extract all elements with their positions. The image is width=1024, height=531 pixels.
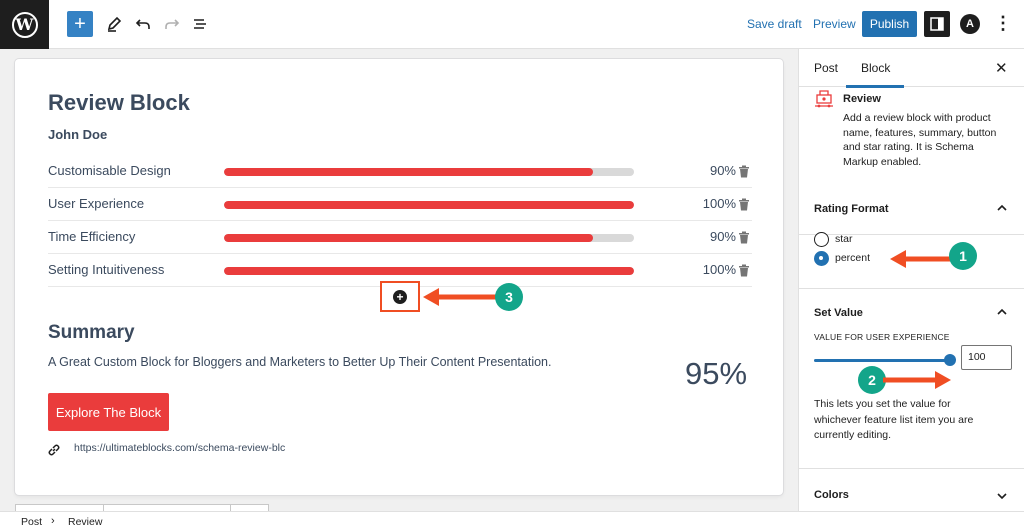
panel-title[interactable]: Set Value [814,307,863,319]
review-block-icon [815,90,833,108]
radio-percent[interactable] [814,251,829,266]
feature-row[interactable]: Time Efficiency 90% [48,221,752,254]
feature-bar [224,234,634,242]
trash-icon[interactable] [738,231,750,244]
panel-title[interactable]: Colors [814,489,849,501]
breadcrumb-post[interactable]: Post [21,516,43,528]
value-slider-track[interactable] [814,359,948,362]
panel-title[interactable]: Rating Format [814,203,889,215]
settings-panel-icon [930,17,944,31]
block-breadcrumb: Post › Review [0,511,1024,531]
trash-icon[interactable] [738,264,750,277]
settings-panel-button[interactable] [924,11,950,37]
add-feature-button[interactable]: + [380,281,420,312]
feature-row[interactable]: Setting Intuitiveness 100% [48,254,752,287]
feature-name[interactable]: Setting Intuitiveness [48,262,165,277]
feature-row[interactable]: User Experience 100% [48,188,752,221]
feature-value[interactable]: 100% [702,262,736,277]
feature-bar-fill [224,234,593,242]
trash-icon[interactable] [738,165,750,178]
annotation-badge-3: 3 [495,283,523,311]
feature-value[interactable]: 90% [709,163,736,178]
summary-title[interactable]: Summary [48,322,135,343]
value-help-text: This lets you set the value for whicheve… [814,398,974,441]
block-card: Review Add a review block with product n… [799,87,1024,235]
block-settings-sidebar: Post Block ✕ Review Add a review block w… [798,49,1024,511]
more-vertical-icon[interactable]: ⋮ [994,13,1012,33]
total-score: 95% [685,356,748,391]
rating-format-panel: Rating Format star percent [799,185,1024,289]
review-author[interactable]: John Doe [48,127,108,142]
editor-canvas: Review Block John Doe Customisable Desig… [0,49,798,511]
cta-url[interactable]: https://ultimateblocks.com/schema-review… [74,442,286,454]
radio-label-percent[interactable]: percent [835,252,871,264]
breadcrumb-review[interactable]: Review [68,516,103,528]
feature-bar-fill [224,267,634,275]
wordpress-logo-icon: W [11,11,38,38]
next-block-toolbar [15,504,269,511]
feature-bar [224,201,634,209]
review-title[interactable]: Review Block [48,90,190,115]
block-description: Add a review block with product name, fe… [843,112,997,168]
redo-icon[interactable] [160,12,184,36]
preview-button[interactable]: Preview [813,17,856,31]
feature-name[interactable]: Time Efficiency [48,229,136,244]
chevron-up-icon[interactable] [996,307,1008,317]
feature-bar-fill [224,168,593,176]
colors-panel[interactable]: Colors [799,469,1024,511]
link-icon[interactable] [47,443,61,457]
list-view-icon[interactable] [188,12,212,36]
annotation-arrow-3 [423,288,499,306]
publish-button[interactable]: Publish [862,11,917,37]
feature-bar [224,168,634,176]
block-name: Review [843,93,881,105]
review-block[interactable]: Review Block John Doe Customisable Desig… [15,59,783,495]
add-block-button[interactable]: + [67,11,93,37]
summary-text[interactable]: A Great Custom Block for Bloggers and Ma… [48,355,552,369]
wordpress-logo-button[interactable]: W [0,0,49,49]
save-draft-button[interactable]: Save draft [747,17,802,31]
tab-post[interactable]: Post [814,61,839,75]
feature-name[interactable]: User Experience [48,196,145,211]
feature-bar-fill [224,201,634,209]
undo-icon[interactable] [131,12,155,36]
set-value-panel: Set Value VALUE FOR USER EXPERIENCE 100 … [799,289,1024,469]
astra-icon[interactable]: A [960,14,980,34]
feature-value[interactable]: 90% [709,229,736,244]
chevron-down-icon[interactable] [996,491,1008,501]
pencil-icon[interactable] [102,12,126,36]
radio-star[interactable] [814,232,829,247]
value-label: VALUE FOR USER EXPERIENCE [814,332,950,342]
feature-name[interactable]: Customisable Design [48,163,171,178]
active-tab-indicator [846,85,904,88]
feature-bar [224,267,634,275]
feature-row[interactable]: Customisable Design 90% [48,155,752,188]
value-number-input[interactable]: 100 [961,345,1012,370]
plus-circle-icon: + [393,289,407,304]
sidebar-tabs: Post Block ✕ [799,49,1024,88]
annotation-badge-2: 2 [858,366,886,394]
chevron-up-icon[interactable] [996,203,1008,213]
close-icon[interactable]: ✕ [995,60,1008,77]
annotation-arrow-2 [883,371,951,389]
trash-icon[interactable] [738,198,750,211]
breadcrumb-separator: › [51,515,55,527]
feature-value[interactable]: 100% [702,196,736,211]
cta-button[interactable]: Explore The Block [48,393,169,431]
value-slider-thumb[interactable] [944,354,956,366]
tab-block[interactable]: Block [861,61,891,75]
radio-label-star[interactable]: star [835,233,853,245]
editor-toolbar: W + Save draft Preview Publish A ⋮ [0,0,1024,49]
annotation-badge-1: 1 [949,242,977,270]
